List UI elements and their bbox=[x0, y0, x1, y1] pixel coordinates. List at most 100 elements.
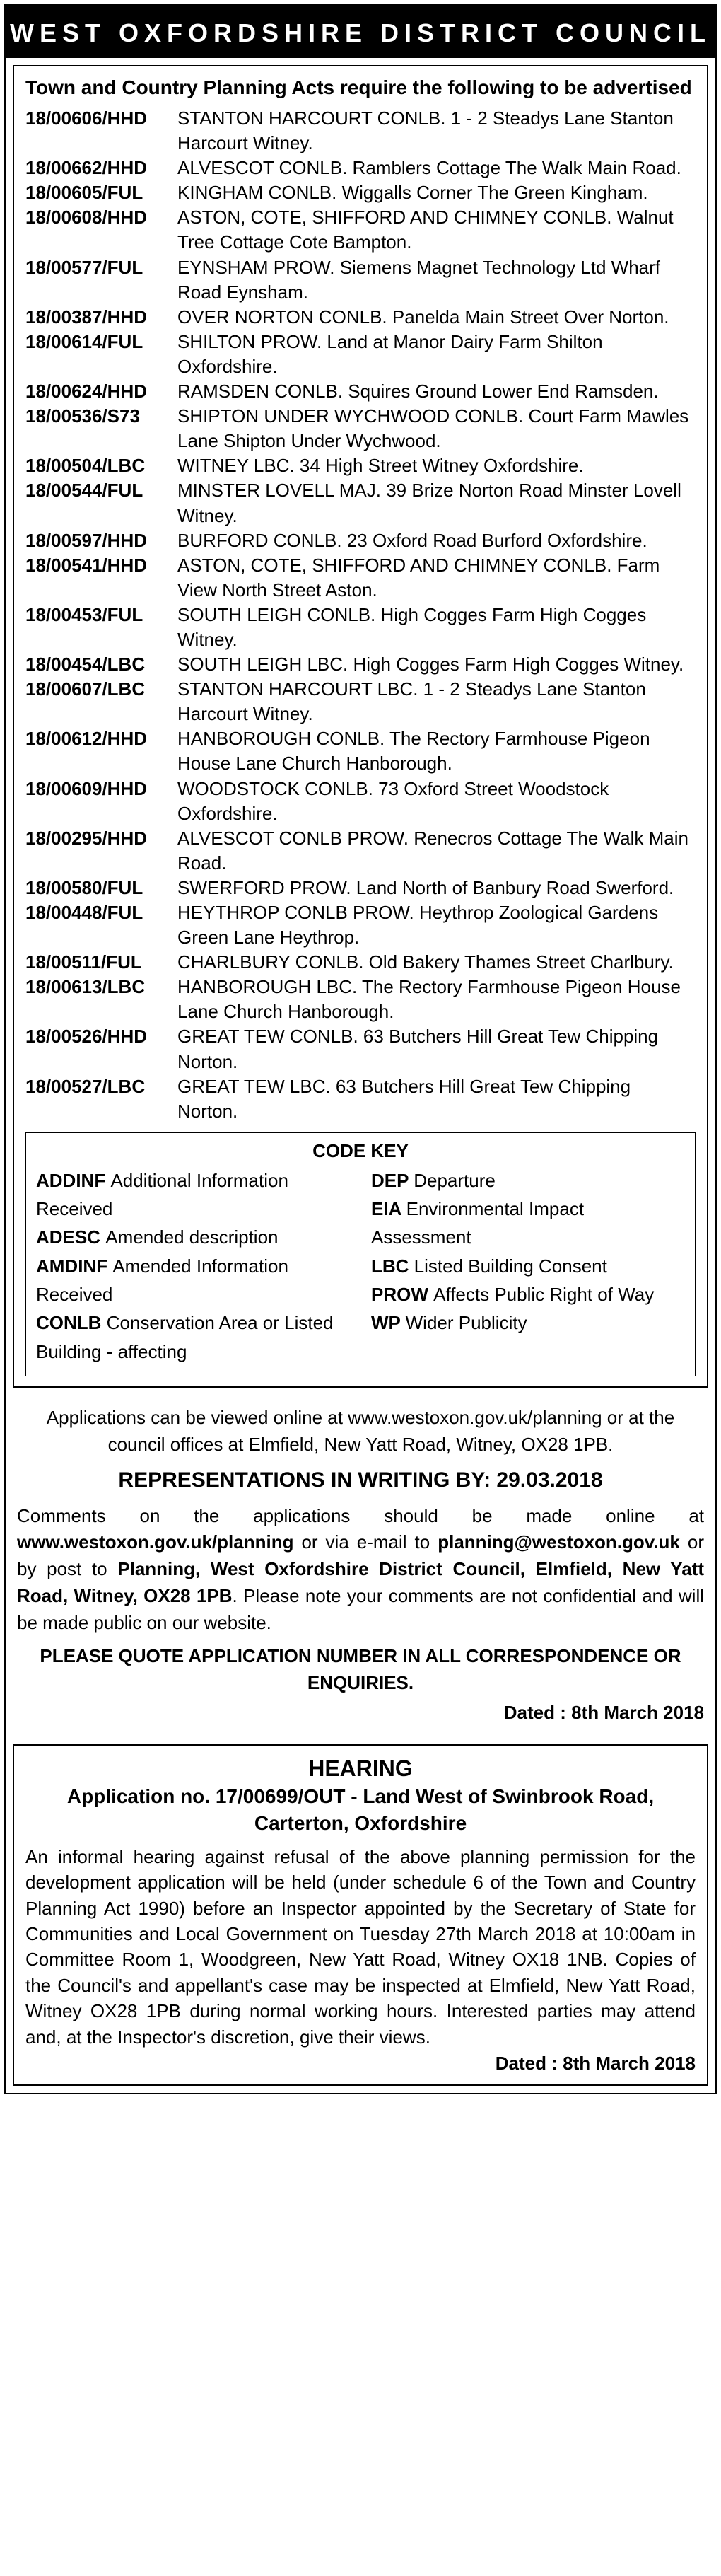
dated-line-1: Dated : 8th March 2018 bbox=[17, 1697, 704, 1727]
code-key-entry: AMDINF Amended Information Received bbox=[36, 1252, 350, 1309]
application-ref: 18/00511/FUL bbox=[25, 950, 177, 975]
application-row: 18/00541/HHDASTON, COTE, SHIFFORD AND CH… bbox=[25, 553, 696, 603]
application-ref: 18/00453/FUL bbox=[25, 603, 177, 652]
application-row: 18/00295/HHDALVESCOT CONLB PROW. Renecro… bbox=[25, 826, 696, 876]
application-row: 18/00504/LBCWITNEY LBC. 34 High Street W… bbox=[25, 453, 696, 478]
application-row: 18/00662/HHDALVESCOT CONLB. Ramblers Cot… bbox=[25, 156, 696, 180]
comments-pre: Comments on the applications should be m… bbox=[17, 1505, 704, 1526]
notice-outer: WEST OXFORDSHIRE DISTRICT COUNCIL Town a… bbox=[4, 4, 717, 2094]
application-desc: HANBOROUGH LBC. The Rectory Farmhouse Pi… bbox=[177, 975, 696, 1024]
code-key-entry: ADDINF Additional Information Received bbox=[36, 1166, 350, 1224]
comments-email: planning@westoxon.gov.uk bbox=[438, 1531, 680, 1553]
quote-line: PLEASE QUOTE APPLICATION NUMBER IN ALL C… bbox=[17, 1636, 704, 1696]
application-desc: STANTON HARCOURT CONLB. 1 - 2 Steadys La… bbox=[177, 106, 696, 156]
code-key-text: Departure bbox=[414, 1170, 496, 1191]
code-key-columns: ADDINF Additional Information ReceivedAD… bbox=[36, 1166, 685, 1366]
application-ref: 18/00536/S73 bbox=[25, 404, 177, 453]
comments-url: www.westoxon.gov.uk/planning bbox=[17, 1531, 293, 1553]
application-row: 18/00612/HHDHANBOROUGH CONLB. The Rector… bbox=[25, 726, 696, 776]
code-key-text: Affects Public Right of Way bbox=[433, 1284, 654, 1305]
application-ref: 18/00580/FUL bbox=[25, 876, 177, 900]
footer-block: Applications can be viewed online at www… bbox=[6, 1395, 715, 1737]
hearing-box: HEARING Application no. 17/00699/OUT - L… bbox=[13, 1744, 708, 2086]
application-ref: 18/00527/LBC bbox=[25, 1074, 177, 1124]
hearing-body: An informal hearing against refusal of t… bbox=[25, 1844, 696, 2050]
code-key-entry: DEP Departure bbox=[371, 1166, 685, 1195]
application-row: 18/00526/HHDGREAT TEW CONLB. 63 Butchers… bbox=[25, 1024, 696, 1074]
code-key-text: Wider Publicity bbox=[406, 1312, 527, 1333]
application-ref: 18/00613/LBC bbox=[25, 975, 177, 1024]
code-key-entry: CONLB Conservation Area or Listed Buildi… bbox=[36, 1309, 350, 1366]
application-ref: 18/00624/HHD bbox=[25, 379, 177, 404]
hearing-title: HEARING bbox=[25, 1756, 696, 1782]
application-desc: MINSTER LOVELL MAJ. 39 Brize Norton Road… bbox=[177, 478, 696, 528]
view-online-text: Applications can be viewed online at www… bbox=[17, 1405, 704, 1458]
code-key-text: Listed Building Consent bbox=[414, 1255, 607, 1277]
application-row: 18/00614/FULSHILTON PROW. Land at Manor … bbox=[25, 330, 696, 379]
code-key-code: ADESC bbox=[36, 1226, 105, 1248]
application-desc: GREAT TEW CONLB. 63 Butchers Hill Great … bbox=[177, 1024, 696, 1074]
application-row: 18/00624/HHDRAMSDEN CONLB. Squires Groun… bbox=[25, 379, 696, 404]
application-row: 18/00387/HHDOVER NORTON CONLB. Panelda M… bbox=[25, 305, 696, 330]
intro-text: Town and Country Planning Acts require t… bbox=[25, 76, 696, 106]
code-key-entry: WP Wider Publicity bbox=[371, 1309, 685, 1337]
code-key-code: EIA bbox=[371, 1198, 406, 1219]
application-row: 18/00609/HHDWOODSTOCK CONLB. 73 Oxford S… bbox=[25, 777, 696, 826]
application-desc: STANTON HARCOURT LBC. 1 - 2 Steadys Lane… bbox=[177, 677, 696, 726]
application-ref: 18/00662/HHD bbox=[25, 156, 177, 180]
application-ref: 18/00295/HHD bbox=[25, 826, 177, 876]
code-key-left: ADDINF Additional Information ReceivedAD… bbox=[36, 1166, 350, 1366]
application-row: 18/00606/HHDSTANTON HARCOURT CONLB. 1 - … bbox=[25, 106, 696, 156]
application-row: 18/00527/LBCGREAT TEW LBC. 63 Butchers H… bbox=[25, 1074, 696, 1124]
comments-paragraph: Comments on the applications should be m… bbox=[17, 1503, 704, 1636]
code-key-title: CODE KEY bbox=[36, 1140, 685, 1166]
code-key-box: CODE KEY ADDINF Additional Information R… bbox=[25, 1132, 696, 1376]
application-desc: HEYTHROP CONLB PROW. Heythrop Zoological… bbox=[177, 900, 696, 950]
code-key-text: Amended description bbox=[105, 1226, 278, 1248]
application-ref: 18/00504/LBC bbox=[25, 453, 177, 478]
code-key-code: WP bbox=[371, 1312, 406, 1333]
application-desc: ASTON, COTE, SHIFFORD AND CHIMNEY CONLB.… bbox=[177, 553, 696, 603]
applications-list: 18/00606/HHDSTANTON HARCOURT CONLB. 1 - … bbox=[25, 106, 696, 1124]
code-key-code: DEP bbox=[371, 1170, 414, 1191]
application-desc: ALVESCOT CONLB. Ramblers Cottage The Wal… bbox=[177, 156, 696, 180]
applications-box: Town and Country Planning Acts require t… bbox=[13, 65, 708, 1388]
application-row: 18/00580/FULSWERFORD PROW. Land North of… bbox=[25, 876, 696, 900]
application-ref: 18/00614/FUL bbox=[25, 330, 177, 379]
application-ref: 18/00608/HHD bbox=[25, 205, 177, 255]
application-ref: 18/00612/HHD bbox=[25, 726, 177, 776]
code-key-code: AMDINF bbox=[36, 1255, 112, 1277]
code-key-entry: ADESC Amended description bbox=[36, 1223, 350, 1251]
application-ref: 18/00597/HHD bbox=[25, 528, 177, 553]
application-desc: BURFORD CONLB. 23 Oxford Road Burford Ox… bbox=[177, 528, 696, 553]
representations-by: REPRESENTATIONS IN WRITING BY: 29.03.201… bbox=[17, 1458, 704, 1503]
code-key-code: PROW bbox=[371, 1284, 433, 1305]
application-desc: SOUTH LEIGH LBC. High Cogges Farm High C… bbox=[177, 652, 696, 677]
application-ref: 18/00605/FUL bbox=[25, 180, 177, 205]
application-row: 18/00454/LBCSOUTH LEIGH LBC. High Cogges… bbox=[25, 652, 696, 677]
application-ref: 18/00577/FUL bbox=[25, 255, 177, 305]
application-row: 18/00448/FULHEYTHROP CONLB PROW. Heythro… bbox=[25, 900, 696, 950]
application-ref: 18/00609/HHD bbox=[25, 777, 177, 826]
code-key-entry: EIA Environmental Impact Assessment bbox=[371, 1195, 685, 1252]
application-desc: RAMSDEN CONLB. Squires Ground Lower End … bbox=[177, 379, 696, 404]
application-ref: 18/00454/LBC bbox=[25, 652, 177, 677]
code-key-code: LBC bbox=[371, 1255, 414, 1277]
code-key-right: DEP DepartureEIA Environmental Impact As… bbox=[371, 1166, 685, 1366]
application-row: 18/00453/FULSOUTH LEIGH CONLB. High Cogg… bbox=[25, 603, 696, 652]
application-row: 18/00511/FULCHARLBURY CONLB. Old Bakery … bbox=[25, 950, 696, 975]
code-key-code: CONLB bbox=[36, 1312, 107, 1333]
application-ref: 18/00607/LBC bbox=[25, 677, 177, 726]
hearing-subtitle: Application no. 17/00699/OUT - Land West… bbox=[25, 1782, 696, 1844]
application-desc: ASTON, COTE, SHIFFORD AND CHIMNEY CONLB.… bbox=[177, 205, 696, 255]
application-row: 18/00605/FULKINGHAM CONLB. Wiggalls Corn… bbox=[25, 180, 696, 205]
application-desc: EYNSHAM PROW. Siemens Magnet Technology … bbox=[177, 255, 696, 305]
application-ref: 18/00544/FUL bbox=[25, 478, 177, 528]
application-desc: CHARLBURY CONLB. Old Bakery Thames Stree… bbox=[177, 950, 696, 975]
code-key-code: ADDINF bbox=[36, 1170, 110, 1191]
application-row: 18/00607/LBCSTANTON HARCOURT LBC. 1 - 2 … bbox=[25, 677, 696, 726]
application-desc: KINGHAM CONLB. Wiggalls Corner The Green… bbox=[177, 180, 696, 205]
code-key-entry: PROW Affects Public Right of Way bbox=[371, 1280, 685, 1309]
application-desc: SWERFORD PROW. Land North of Banbury Roa… bbox=[177, 876, 696, 900]
application-ref: 18/00448/FUL bbox=[25, 900, 177, 950]
